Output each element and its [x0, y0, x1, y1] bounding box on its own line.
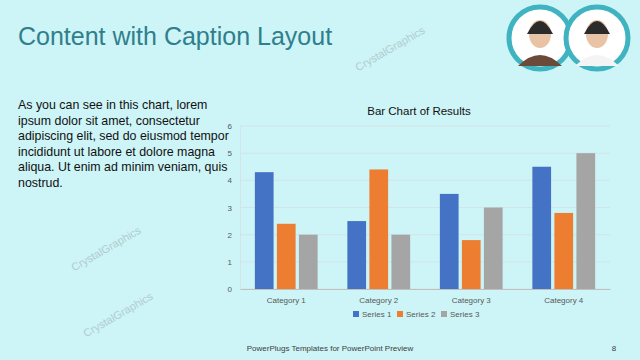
- x-tick: Category 4: [544, 289, 584, 305]
- photo-body: [518, 55, 562, 66]
- grid: [240, 126, 610, 289]
- bar: [299, 235, 318, 289]
- x-tick: Category 3: [452, 289, 492, 305]
- legend-swatch: [397, 311, 403, 317]
- bar: [277, 224, 296, 289]
- legend-item: Series 1: [353, 310, 392, 319]
- bar: [532, 167, 551, 289]
- footer: PowerPlugs Templates for PowerPoint Prev…: [247, 344, 414, 353]
- y-tick: 1: [228, 258, 240, 267]
- y-tick-label: 2: [228, 231, 233, 240]
- bar: [554, 213, 573, 289]
- bar: [391, 235, 410, 289]
- legend-label: Series 2: [406, 310, 436, 319]
- y-tick: 4: [228, 176, 240, 185]
- watermark: CrystalGraphics: [81, 290, 155, 340]
- caption: As you can see in this chart, lorem ipsu…: [18, 98, 233, 192]
- bar: [484, 208, 503, 290]
- x-axis: Category 1 Category 2 Category 3 Category 4: [241, 289, 611, 305]
- bar-series: [255, 167, 551, 289]
- photo-frame: [509, 7, 571, 69]
- bar-series: [299, 153, 595, 289]
- photo-hair: [527, 21, 553, 34]
- legend-label: Series 1: [362, 310, 392, 319]
- photo: [566, 7, 628, 69]
- y-tick-label: 1: [228, 258, 233, 267]
- y-tick: 0: [228, 285, 240, 294]
- legend-swatch: [353, 311, 359, 317]
- bars: [255, 153, 595, 289]
- photo-hair: [584, 21, 610, 34]
- x-tick-label: Category 4: [544, 296, 584, 305]
- y-tick: 2: [228, 231, 240, 240]
- legend-label: Series 3: [450, 310, 480, 319]
- y-axis: 0 1 2 3 4 5 6: [228, 122, 241, 294]
- watermark: CrystalGraphics: [353, 24, 427, 74]
- bar: [462, 240, 481, 289]
- x-axis-line: [241, 289, 611, 290]
- x-tick: Category 1: [267, 289, 307, 305]
- y-tick-label: 4: [228, 176, 233, 185]
- photo-body: [575, 55, 619, 66]
- y-tick-label: 3: [228, 204, 233, 213]
- legend-swatch: [441, 311, 447, 317]
- grid-line: [240, 153, 610, 154]
- y-tick: 3: [228, 204, 240, 213]
- bar: [255, 172, 274, 289]
- x-tick-label: Category 3: [452, 296, 492, 305]
- bar: [347, 221, 366, 289]
- y-tick: 6: [228, 122, 240, 131]
- chart: Bar Chart of Results0123456Category 1Cat…: [228, 105, 611, 319]
- y-tick-label: 5: [228, 149, 233, 158]
- grid-line: [240, 180, 610, 181]
- slide-canvas: CrystalGraphics CrystalGraphics CrystalGra…: [0, 0, 640, 360]
- watermark: CrystalGraphics: [69, 224, 143, 274]
- legend-item: Series 2: [397, 310, 436, 319]
- bar: [369, 169, 388, 289]
- slide-title: Content with Caption Layout: [18, 22, 332, 50]
- y-axis-line: [240, 127, 241, 290]
- legend: Series 1 Series 2 Series 3: [353, 310, 480, 319]
- chart-title: Bar Chart of Results: [367, 105, 471, 117]
- grid-line: [240, 207, 610, 208]
- photo: [509, 7, 571, 69]
- bar-series: [277, 169, 573, 289]
- photo-frame: [566, 7, 628, 69]
- y-tick-label: 0: [228, 285, 233, 294]
- bar: [576, 153, 595, 289]
- grid-line: [240, 126, 610, 127]
- x-tick-label: Category 1: [267, 296, 307, 305]
- x-tick-label: Category 2: [359, 296, 399, 305]
- x-tick: Category 2: [359, 289, 399, 305]
- page-number: 8: [612, 344, 617, 353]
- y-tick: 5: [228, 149, 240, 158]
- legend-item: Series 3: [441, 310, 480, 319]
- bar: [440, 194, 459, 289]
